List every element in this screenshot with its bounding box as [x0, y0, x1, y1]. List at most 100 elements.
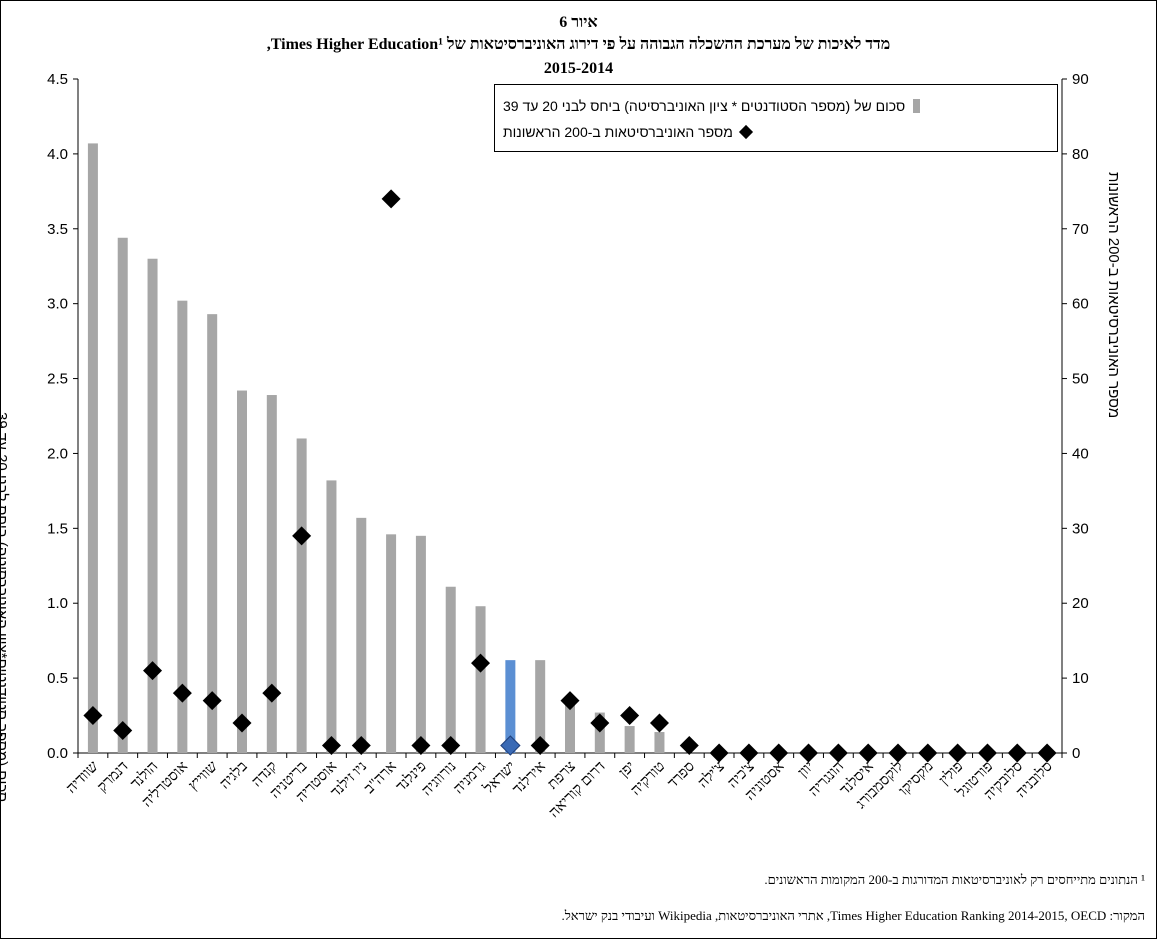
- y-tick-label: 2.5: [47, 371, 68, 388]
- figure-label: איור 6: [559, 14, 598, 31]
- category-label-13: גרמניה: [451, 758, 490, 797]
- y-tick-label: 4.0: [47, 146, 68, 163]
- y2-tick-label: 0: [1072, 745, 1080, 762]
- y2-tick-label: 40: [1072, 445, 1089, 462]
- y2-tick-label: 90: [1072, 71, 1089, 88]
- legend-item-markers: מספר האוניברסיטאות ב-200 הראשונות: [495, 121, 1057, 143]
- y-tick-label: 2.0: [47, 445, 68, 462]
- category-label-28: מקסיקו: [896, 758, 937, 799]
- category-label-15: אירלנד: [509, 758, 549, 798]
- y2-tick-label: 50: [1072, 371, 1089, 388]
- marker-1: [113, 721, 133, 741]
- marker-19: [649, 713, 669, 733]
- category-label-5: בלגיה: [216, 758, 250, 792]
- marker-4: [202, 691, 222, 711]
- y-tick-label: 0.0: [47, 745, 68, 762]
- category-label-12: נורווגיה: [419, 759, 460, 800]
- bar-6: [266, 395, 277, 753]
- marker-0: [83, 706, 103, 726]
- marker-30: [977, 743, 997, 763]
- bar-2: [147, 258, 158, 753]
- marker-29: [948, 743, 968, 763]
- marker-23: [769, 743, 789, 763]
- bar-5: [237, 390, 247, 753]
- y2-tick-label: 80: [1072, 146, 1089, 163]
- y2-tick-label: 10: [1072, 670, 1089, 687]
- marker-6: [262, 683, 282, 703]
- bar-18: [624, 726, 635, 753]
- marker-10: [381, 189, 401, 209]
- marker-11: [411, 736, 431, 756]
- category-label-0: שוודיה: [63, 758, 102, 797]
- legend: סכום של (מספר הסטודנטים * ציון האוניברסי…: [494, 84, 1058, 152]
- marker-28: [918, 743, 938, 763]
- figure-years: 2015-2014: [543, 60, 614, 77]
- marker-7: [292, 526, 312, 546]
- figure-title: מדד לאיכות של מערכת ההשכלה הגבוהה על פי …: [266, 36, 891, 53]
- bar-1: [117, 237, 128, 753]
- y-axis-title: סכום (מספר סטודנטים*ציון האוניברסיטה) בי…: [0, 412, 10, 802]
- bar-12: [445, 586, 456, 753]
- y-tick-label: 3.0: [47, 296, 68, 313]
- category-label-4: שווייץ: [186, 758, 222, 794]
- marker-2: [143, 661, 163, 681]
- category-label-10: ארה"ב: [361, 759, 399, 797]
- marker-32: [1037, 743, 1057, 763]
- bar-19: [654, 732, 665, 753]
- legend-marker-label: מספר האוניברסיטאות ב-200 הראשונות: [503, 124, 733, 140]
- y-tick-label: 1.5: [47, 520, 68, 537]
- bar-8: [326, 480, 337, 753]
- category-label-14: ישראל: [480, 758, 520, 798]
- bar-7: [296, 438, 307, 753]
- y-tick-label: 0.5: [47, 670, 68, 687]
- category-label-1: דנמרק: [95, 759, 132, 796]
- bar-9: [356, 517, 367, 753]
- y2-tick-label: 70: [1072, 221, 1089, 238]
- marker-8: [321, 736, 341, 756]
- legend-bar-label: סכום של (מספר הסטודנטים * ציון האוניברסי…: [503, 98, 906, 114]
- source-note: המקור: Times Higher Education Ranking 20…: [561, 908, 1145, 923]
- marker-9: [351, 736, 371, 756]
- marker-16: [560, 691, 580, 711]
- y2-tick-label: 60: [1072, 296, 1089, 313]
- marker-25: [828, 743, 848, 763]
- marker-18: [620, 706, 640, 726]
- marker-26: [858, 743, 878, 763]
- bar-13: [475, 606, 486, 753]
- marker-13: [471, 653, 491, 673]
- marker-3: [172, 683, 192, 703]
- marker-22: [739, 743, 759, 763]
- bar-17: [594, 712, 605, 753]
- category-label-18: יפן: [616, 758, 638, 780]
- marker-20: [679, 736, 699, 756]
- marker-15: [530, 736, 550, 756]
- marker-17: [590, 713, 610, 733]
- bar-4: [207, 314, 218, 753]
- y-tick-label: 1.0: [47, 595, 68, 612]
- bar-16: [565, 697, 575, 753]
- bar-10: [386, 534, 397, 753]
- category-label-21: צ'ילה: [695, 758, 728, 791]
- legend-bar-swatch: [913, 99, 921, 113]
- marker-24: [799, 743, 819, 763]
- bar-15: [535, 660, 546, 753]
- y2-tick-label: 30: [1072, 520, 1089, 537]
- bar-14: [505, 660, 516, 753]
- marker-12: [441, 736, 461, 756]
- bar-0: [87, 143, 98, 754]
- marker-21: [709, 743, 729, 763]
- y-tick-label: 3.5: [47, 221, 68, 238]
- y2-tick-label: 20: [1072, 595, 1089, 612]
- bar-11: [415, 535, 426, 753]
- marker-27: [888, 743, 908, 763]
- y-tick-label: 4.5: [47, 71, 68, 88]
- y2-axis-title: מספר האוניברסיטאות ב-200 הראשונות: [1105, 172, 1122, 419]
- legend-diamond-swatch: [738, 124, 753, 140]
- marker-5: [232, 713, 252, 733]
- marker-31: [1007, 743, 1027, 763]
- marker-14: [500, 735, 521, 756]
- category-label-19: טורקיה: [628, 759, 668, 799]
- category-label-20: ספרד: [665, 759, 698, 792]
- category-label-24: יוון: [795, 758, 817, 780]
- footnote: ¹ הנתונים מתייחסים רק לאוניברסיטאות המדו…: [764, 872, 1145, 887]
